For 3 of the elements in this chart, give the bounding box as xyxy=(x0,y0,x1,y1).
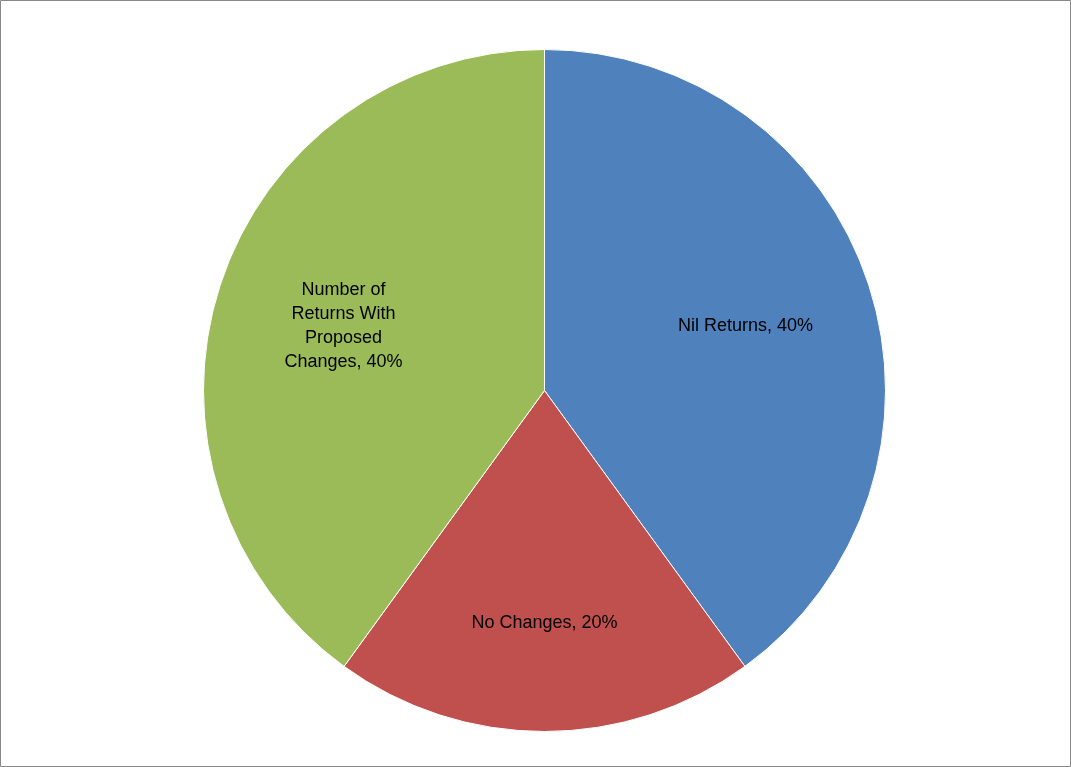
slice-label: Number of Returns With Proposed Changes, 40% xyxy=(284,279,403,372)
slice-label: Nil Returns, 40% xyxy=(678,315,814,336)
slice-label: No Changes, 20% xyxy=(471,612,618,633)
